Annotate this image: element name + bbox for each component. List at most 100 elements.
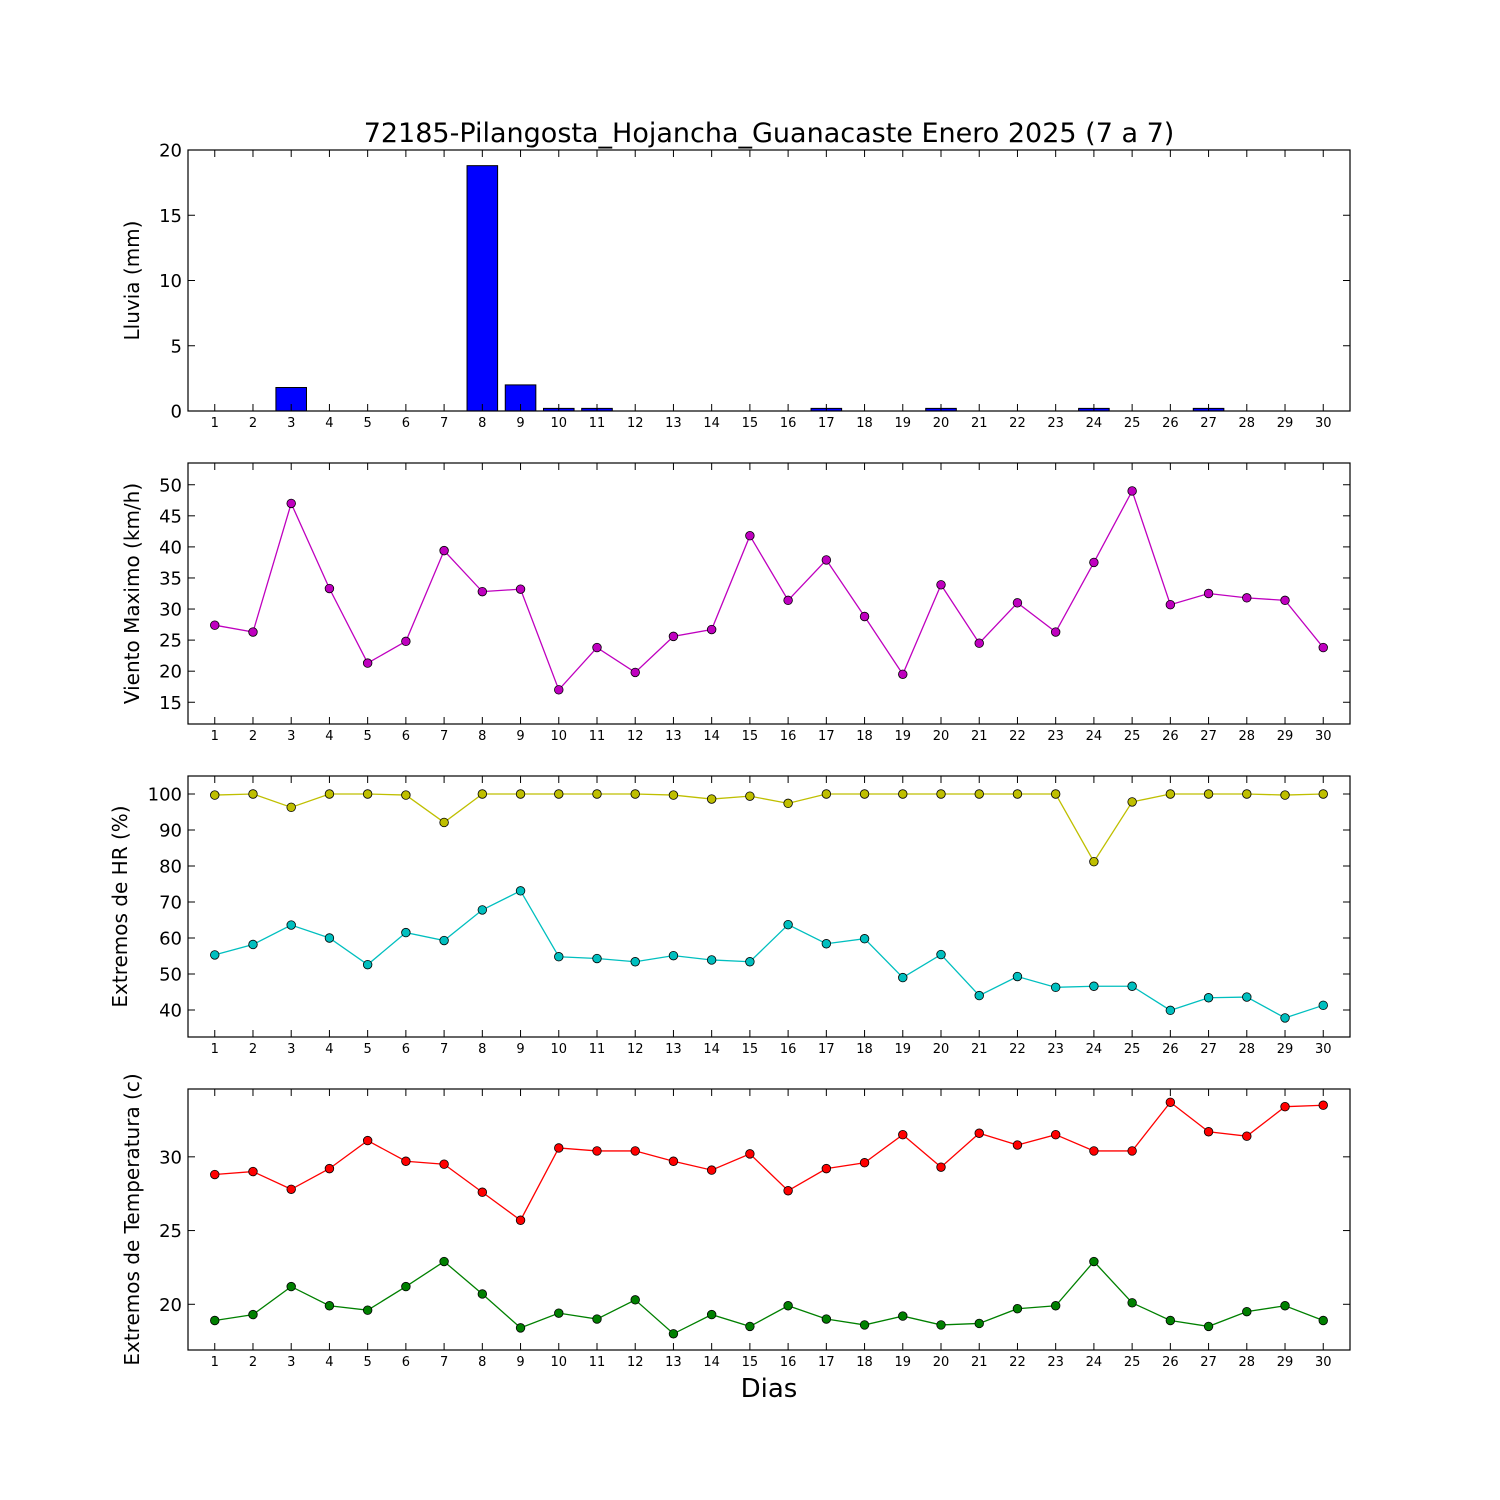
x-tick-label: 2 bbox=[249, 1355, 257, 1370]
series-1-point-day-1 bbox=[210, 790, 220, 800]
series-1-point-day-2 bbox=[248, 1166, 258, 1177]
series-1-point-day-19 bbox=[898, 1130, 908, 1140]
series-2-point-day-10 bbox=[554, 952, 564, 962]
x-tick-label: 17 bbox=[818, 1355, 835, 1370]
x-tick-label: 1 bbox=[211, 729, 219, 744]
x-tick-label: 22 bbox=[1009, 729, 1026, 744]
y-tick-label: 10 bbox=[159, 271, 182, 292]
series-1-point-day-6 bbox=[401, 790, 411, 800]
y-tick-label: 15 bbox=[159, 693, 182, 714]
series-2-point-day-3 bbox=[286, 1281, 296, 1292]
series-1-point-day-11 bbox=[592, 1146, 602, 1156]
x-tick-label: 28 bbox=[1239, 729, 1256, 744]
x-tick-label: 11 bbox=[589, 1355, 606, 1370]
x-tick-label: 23 bbox=[1047, 1042, 1064, 1057]
series-1-point-day-21 bbox=[974, 638, 984, 648]
series-1-point-day-18 bbox=[859, 611, 870, 622]
series-2-point-day-27 bbox=[1203, 1321, 1214, 1332]
x-tick-label: 6 bbox=[402, 1042, 410, 1057]
x-tick-label: 28 bbox=[1239, 1042, 1256, 1057]
series-2-point-day-11 bbox=[592, 953, 602, 964]
x-tick-label: 27 bbox=[1200, 1355, 1217, 1370]
series-2-point-day-14 bbox=[706, 1309, 717, 1320]
x-tick-label: 4 bbox=[325, 1355, 333, 1370]
x-tick-label: 6 bbox=[402, 729, 410, 744]
series-2-point-day-8 bbox=[477, 1289, 488, 1299]
series-1-point-day-13 bbox=[668, 790, 679, 800]
y-tick-label: 50 bbox=[159, 965, 182, 986]
x-tick-label: 13 bbox=[665, 1355, 682, 1370]
series-2-line bbox=[214, 1260, 1324, 1335]
x-tick-label: 18 bbox=[856, 1355, 873, 1370]
y-tick-label: 5 bbox=[171, 336, 182, 357]
series-1-point-day-13 bbox=[668, 1156, 679, 1166]
x-tick-label: 5 bbox=[364, 416, 372, 431]
x-tick-label: 1 bbox=[211, 416, 219, 431]
y-tick-label: 20 bbox=[159, 1295, 182, 1316]
series-2-point-day-1 bbox=[210, 1315, 220, 1326]
series-1-point-day-13 bbox=[668, 631, 679, 642]
series-1-point-day-27 bbox=[1203, 588, 1214, 599]
series-1-point-day-7 bbox=[439, 545, 449, 556]
series-2-point-day-6 bbox=[401, 927, 411, 938]
series-1-point-day-4 bbox=[324, 1163, 335, 1174]
y-tick-label: 45 bbox=[159, 506, 182, 527]
series-1-point-day-24 bbox=[1089, 1146, 1099, 1156]
x-tick-label: 26 bbox=[1162, 416, 1179, 431]
series-1-point-day-16 bbox=[783, 1186, 793, 1196]
x-tick-label: 29 bbox=[1277, 1355, 1294, 1370]
x-tick-label: 13 bbox=[665, 416, 682, 431]
series-2-point-day-18 bbox=[859, 934, 870, 944]
series-1-point-day-28 bbox=[1242, 789, 1252, 799]
x-tick-label: 11 bbox=[589, 729, 606, 744]
series-1-point-day-11 bbox=[592, 789, 602, 799]
y-tick-label: 20 bbox=[159, 662, 182, 683]
series-1-point-day-10 bbox=[554, 685, 564, 695]
y-tick-label: 20 bbox=[159, 141, 182, 162]
x-tick-label: 3 bbox=[287, 1042, 295, 1057]
x-tick-label: 13 bbox=[665, 1042, 682, 1057]
x-tick-label: 10 bbox=[550, 416, 567, 431]
series-1-point-day-26 bbox=[1165, 599, 1176, 610]
x-tick-label: 11 bbox=[589, 1042, 606, 1057]
series-2-point-day-8 bbox=[477, 905, 488, 915]
x-tick-label: 27 bbox=[1200, 1042, 1217, 1057]
bar-day-8 bbox=[466, 165, 499, 412]
series-1-line bbox=[214, 793, 1324, 863]
x-tick-label: 19 bbox=[895, 1042, 912, 1057]
series-1-point-day-24 bbox=[1089, 856, 1099, 867]
series-1-point-day-5 bbox=[362, 789, 373, 799]
x-tick-label: 29 bbox=[1277, 1042, 1294, 1057]
y-tick-label: 30 bbox=[159, 1147, 182, 1168]
series-1-line bbox=[214, 489, 1324, 692]
series-1-point-day-29 bbox=[1280, 595, 1290, 606]
series-1-point-day-15 bbox=[745, 531, 755, 541]
x-tick-label: 21 bbox=[971, 1042, 988, 1057]
x-tick-label: 19 bbox=[895, 729, 912, 744]
series-1-point-day-15 bbox=[745, 791, 755, 801]
series-1-point-day-17 bbox=[821, 555, 832, 565]
series-1-point-day-12 bbox=[630, 667, 640, 678]
x-tick-label: 25 bbox=[1124, 1042, 1141, 1057]
series-1-point-day-21 bbox=[974, 789, 984, 799]
series-1-point-day-8 bbox=[477, 789, 488, 799]
x-tick-label: 7 bbox=[440, 416, 448, 431]
y-tick-label: 30 bbox=[159, 600, 182, 621]
series-1-point-day-5 bbox=[362, 658, 373, 668]
series-1-point-day-3 bbox=[286, 802, 296, 813]
series-1-point-day-7 bbox=[439, 1159, 449, 1169]
x-tick-label: 12 bbox=[627, 1355, 644, 1370]
series-1-point-day-29 bbox=[1280, 1101, 1290, 1112]
x-tick-label: 8 bbox=[478, 1355, 486, 1370]
x-tick-label: 30 bbox=[1315, 416, 1332, 431]
y-tick-label: 70 bbox=[159, 893, 182, 914]
series-2-point-day-2 bbox=[248, 939, 258, 950]
x-tick-label: 5 bbox=[364, 1042, 372, 1057]
x-tick-label: 20 bbox=[933, 416, 950, 431]
series-1-point-day-30 bbox=[1318, 789, 1328, 799]
x-axis-label: Dias bbox=[741, 1374, 798, 1404]
series-2-point-day-23 bbox=[1050, 1301, 1061, 1311]
y-axis-label: Extremos de HR (%) bbox=[108, 805, 132, 1007]
